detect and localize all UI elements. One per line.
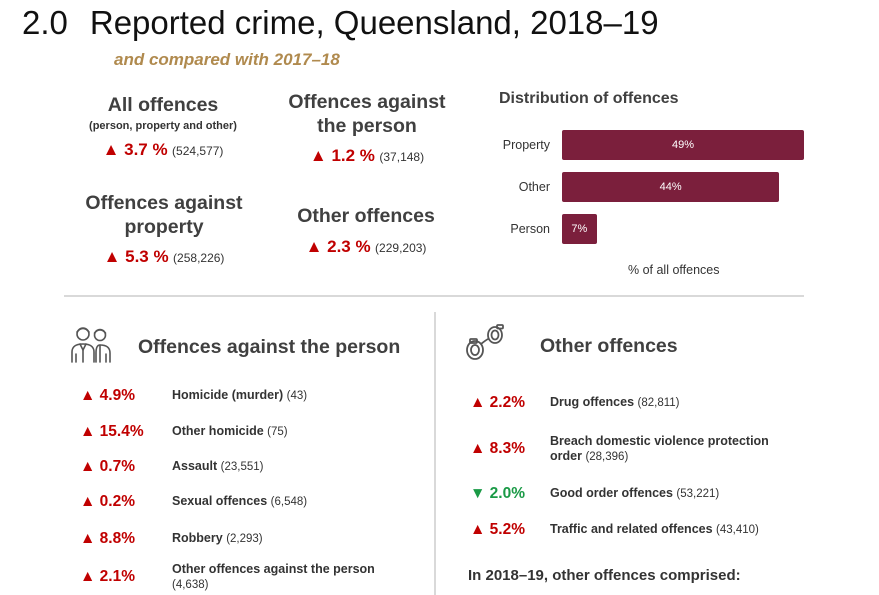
change-value: ▲ 0.7% bbox=[80, 458, 135, 475]
stat-count: (258,226) bbox=[173, 251, 225, 265]
change-value: ▲ 2.1% bbox=[80, 568, 135, 585]
stat-change-line: ▲ 5.3 % (258,226) bbox=[66, 247, 262, 267]
other-offences-footer: In 2018–19, other offences comprised: bbox=[468, 567, 741, 584]
stat-change: ▲ 3.7 % bbox=[102, 140, 168, 159]
offence-label: Other offences against the person (4,638) bbox=[172, 561, 375, 591]
list-item: ▲ 0.7% Assault (23,551) bbox=[80, 458, 263, 476]
chart-title: Distribution of offences bbox=[499, 90, 679, 107]
page-title: 2.0 Reported crime, Queensland, 2018–19 bbox=[22, 4, 659, 42]
offence-label: Assault (23,551) bbox=[172, 459, 264, 473]
stat-title: All offences bbox=[107, 94, 219, 116]
page-subtitle: and compared with 2017–18 bbox=[114, 50, 340, 69]
change-value: ▲ 8.3% bbox=[470, 440, 525, 457]
bar-other: 44% bbox=[562, 172, 780, 202]
stat-change: ▲ 1.2 % bbox=[309, 146, 375, 165]
offence-label: Traffic and related offences (43,410) bbox=[550, 522, 759, 536]
list-item: ▼ 2.0% Good order offences (53,221) bbox=[470, 485, 719, 503]
offence-label: Other homicide (75) bbox=[172, 424, 288, 438]
section-number: 2.0 bbox=[22, 4, 68, 41]
stat-count: (524,577) bbox=[172, 144, 224, 158]
change-value: ▼ 2.0% bbox=[470, 485, 525, 502]
bar-category-label: Other bbox=[518, 180, 550, 194]
offence-label: Sexual offences (6,548) bbox=[172, 494, 308, 508]
stat-title-line2: property bbox=[124, 216, 204, 238]
offence-label: Homicide (murder) (43) bbox=[172, 388, 308, 402]
distribution-bar-chart: Property 49% Other 44% Person 7% bbox=[478, 130, 808, 250]
section-title-person: Offences against the person bbox=[138, 336, 401, 358]
list-item: ▲ 2.2% Drug offences (82,811) bbox=[470, 394, 680, 412]
bar-property: 49% bbox=[562, 130, 804, 160]
stat-title: Other offences bbox=[297, 205, 435, 227]
change-value: ▲ 5.2% bbox=[470, 521, 525, 538]
stat-title-line2: the person bbox=[317, 115, 417, 137]
stat-all-offences: All offences (person, property and other… bbox=[70, 93, 256, 160]
bar-value-label: 49% bbox=[671, 139, 695, 151]
change-value: ▲ 0.2% bbox=[80, 493, 135, 510]
bar-category-label: Person bbox=[510, 222, 550, 236]
people-icon bbox=[68, 322, 114, 368]
stat-change-line: ▲ 2.3 % (229,203) bbox=[276, 237, 456, 257]
stat-change-line: ▲ 3.7 % (524,577) bbox=[70, 140, 256, 160]
stat-change: ▲ 5.3 % bbox=[103, 247, 169, 266]
change-value: ▲ 4.9% bbox=[80, 387, 135, 404]
list-item: ▲ 5.2% Traffic and related offences (43,… bbox=[470, 521, 759, 539]
stat-person-offences: Offences against the person ▲ 1.2 % (37,… bbox=[272, 90, 462, 166]
stat-change: ▲ 2.3 % bbox=[305, 237, 371, 256]
change-value: ▲ 2.2% bbox=[470, 394, 525, 411]
stat-note: (person, property and other) bbox=[89, 120, 237, 132]
stat-count: (37,148) bbox=[379, 150, 425, 164]
stat-title-line1: Offences against bbox=[85, 192, 243, 214]
stat-title-line1: Offences against bbox=[288, 91, 446, 113]
change-value: ▲ 15.4% bbox=[80, 423, 144, 440]
list-item: ▲ 0.2% Sexual offences (6,548) bbox=[80, 493, 307, 511]
title-text: Reported crime, Queensland, 2018–19 bbox=[89, 4, 659, 41]
stat-count: (229,203) bbox=[375, 241, 427, 255]
list-item: ▲ 15.4% Other homicide (75) bbox=[80, 423, 288, 441]
stat-other-offences: Other offences ▲ 2.3 % (229,203) bbox=[276, 204, 456, 257]
offence-label: Robbery (2,293) bbox=[172, 531, 263, 545]
offence-label: Breach domestic violence protection orde… bbox=[550, 433, 769, 463]
bar-value-label: 44% bbox=[659, 181, 682, 193]
vertical-divider bbox=[434, 312, 436, 595]
stat-property-offences: Offences against property ▲ 5.3 % (258,2… bbox=[66, 191, 262, 267]
bar-person: 7% bbox=[562, 214, 597, 244]
bar-category-label: Property bbox=[502, 138, 550, 152]
list-item: ▲ 4.9% Homicide (murder) (43) bbox=[80, 387, 307, 405]
handcuffs-icon bbox=[462, 320, 508, 366]
horizontal-divider bbox=[64, 295, 804, 297]
offence-label: Good order offences (53,221) bbox=[550, 486, 720, 500]
change-value: ▲ 8.8% bbox=[80, 530, 135, 547]
list-item: ▲ 8.8% Robbery (2,293) bbox=[80, 530, 263, 548]
section-title-other: Other offences bbox=[540, 335, 678, 357]
chart-x-axis-label: % of all offences bbox=[628, 263, 720, 277]
offence-label: Drug offences (82,811) bbox=[550, 395, 680, 409]
list-item: ▲ 2.1% Other offences against the person… bbox=[80, 561, 412, 593]
bar-value-label: 7% bbox=[571, 223, 588, 235]
list-item: ▲ 8.3% Breach domestic violence protecti… bbox=[470, 433, 800, 465]
stat-change-line: ▲ 1.2 % (37,148) bbox=[272, 146, 462, 166]
